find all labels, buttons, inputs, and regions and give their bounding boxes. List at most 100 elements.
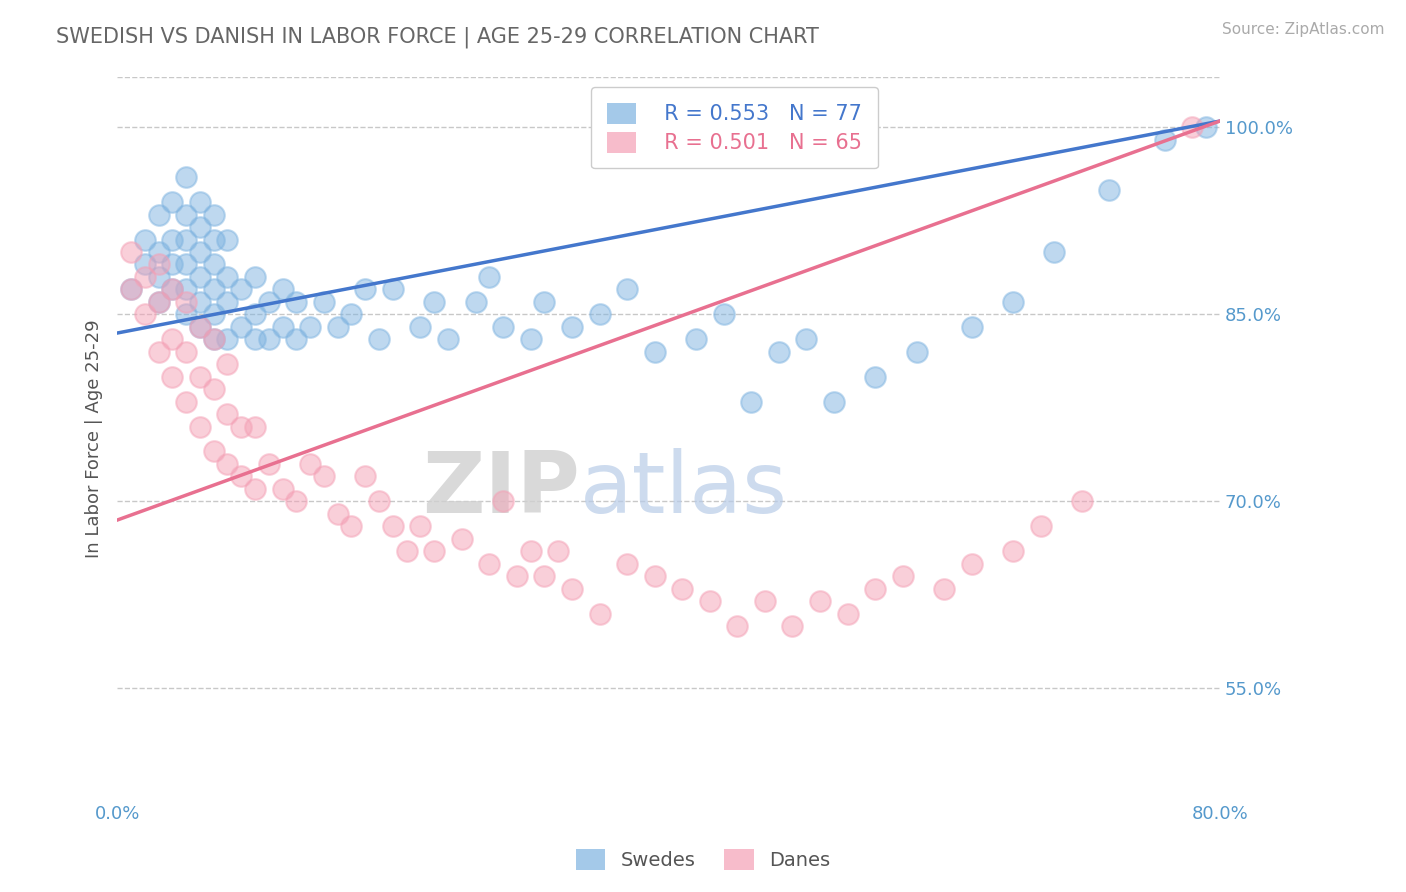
Point [492, 494, 515, 508]
Point [285, 332, 308, 346]
Point [243, 332, 266, 346]
Point [202, 233, 225, 247]
Point [231, 469, 253, 483]
Point [381, 519, 404, 533]
Point [257, 332, 280, 346]
Point [960, 557, 983, 571]
Point [188, 369, 211, 384]
Point [162, 369, 184, 384]
Point [174, 170, 197, 185]
Point [533, 294, 555, 309]
Point [1001, 544, 1024, 558]
Point [174, 208, 197, 222]
Point [423, 544, 446, 558]
Point [1153, 133, 1175, 147]
Point [464, 294, 486, 309]
Point [162, 282, 184, 296]
Point [1043, 245, 1066, 260]
Point [547, 544, 569, 558]
Point [162, 233, 184, 247]
Point [217, 357, 239, 371]
Point [148, 269, 170, 284]
Point [381, 282, 404, 296]
Point [616, 557, 638, 571]
Point [794, 332, 817, 346]
Point [188, 319, 211, 334]
Point [285, 294, 308, 309]
Point [202, 332, 225, 346]
Point [519, 332, 541, 346]
Point [174, 307, 197, 321]
Point [395, 544, 418, 558]
Point [1029, 519, 1052, 533]
Point [312, 469, 335, 483]
Point [326, 319, 349, 334]
Point [188, 195, 211, 210]
Point [326, 507, 349, 521]
Point [217, 457, 239, 471]
Point [202, 282, 225, 296]
Point [616, 282, 638, 296]
Point [202, 208, 225, 222]
Point [808, 594, 831, 608]
Point [174, 282, 197, 296]
Point [644, 344, 666, 359]
Point [285, 494, 308, 508]
Legend:   R = 0.553   N = 77,   R = 0.501   N = 65: R = 0.553 N = 77, R = 0.501 N = 65 [591, 87, 877, 169]
Point [368, 494, 391, 508]
Point [891, 569, 914, 583]
Point [162, 257, 184, 271]
Point [782, 619, 804, 633]
Point [148, 208, 170, 222]
Point [257, 457, 280, 471]
Point [713, 307, 735, 321]
Point [120, 282, 142, 296]
Point [1001, 294, 1024, 309]
Point [409, 519, 432, 533]
Point [561, 582, 583, 596]
Point [174, 294, 197, 309]
Point [217, 269, 239, 284]
Point [231, 419, 253, 434]
Point [217, 407, 239, 421]
Point [202, 444, 225, 458]
Point [754, 594, 776, 608]
Point [188, 294, 211, 309]
Point [188, 419, 211, 434]
Point [299, 457, 322, 471]
Text: SWEDISH VS DANISH IN LABOR FORCE | AGE 25-29 CORRELATION CHART: SWEDISH VS DANISH IN LABOR FORCE | AGE 2… [56, 27, 820, 48]
Point [174, 394, 197, 409]
Point [231, 319, 253, 334]
Point [768, 344, 790, 359]
Point [588, 607, 610, 621]
Point [519, 544, 541, 558]
Point [188, 220, 211, 235]
Point [1070, 494, 1092, 508]
Point [299, 319, 322, 334]
Point [685, 332, 707, 346]
Point [1098, 183, 1121, 197]
Text: ZIP: ZIP [422, 448, 581, 531]
Point [134, 307, 156, 321]
Point [450, 532, 472, 546]
Point [506, 569, 529, 583]
Point [243, 269, 266, 284]
Point [148, 344, 170, 359]
Point [134, 257, 156, 271]
Point [188, 245, 211, 260]
Point [561, 319, 583, 334]
Point [271, 319, 294, 334]
Point [148, 294, 170, 309]
Point [354, 469, 377, 483]
Point [243, 482, 266, 496]
Point [1181, 120, 1204, 135]
Point [202, 382, 225, 396]
Text: atlas: atlas [581, 448, 789, 531]
Point [671, 582, 693, 596]
Point [243, 419, 266, 434]
Point [863, 369, 886, 384]
Point [217, 294, 239, 309]
Point [174, 257, 197, 271]
Point [409, 319, 432, 334]
Point [340, 307, 363, 321]
